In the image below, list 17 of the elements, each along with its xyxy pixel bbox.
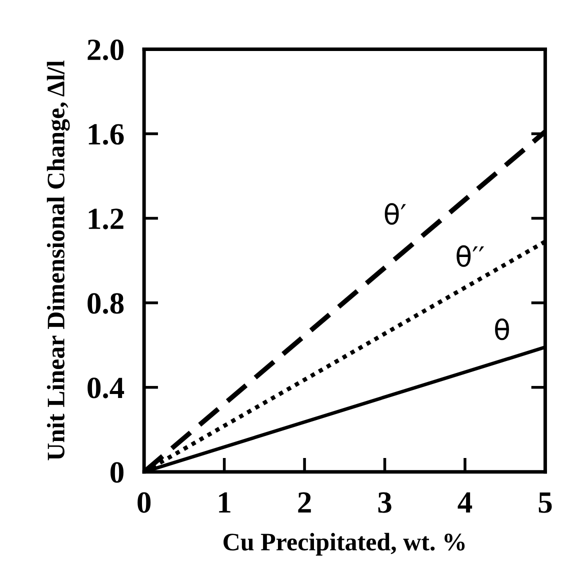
series-label: θ′′ (456, 245, 484, 267)
x-tick-label: 3 (378, 492, 392, 513)
x-tick-label: 0 (138, 492, 151, 513)
x-tick-label: 2 (298, 492, 311, 513)
series-label: θ (495, 318, 509, 340)
y-tick-label: 0.4 (88, 378, 124, 398)
x-tick-label: 1 (219, 492, 230, 513)
y-axis-title: Unit Linear Dimensional Change, Δl/l (46, 60, 70, 460)
x-axis-title: Cu Precipitated, wt. % (224, 532, 465, 556)
y-tick-label: 2.0 (88, 39, 124, 60)
y-tick-label: 1.6 (88, 124, 124, 145)
x-tick-label: 5 (538, 492, 552, 513)
y-tick-label: 0 (110, 462, 124, 483)
y-tick-label: 1.2 (88, 208, 124, 230)
y-tick-label: 0.8 (88, 293, 124, 314)
x-tick-label: 4 (458, 492, 472, 513)
series-label: θ′ (384, 203, 406, 225)
